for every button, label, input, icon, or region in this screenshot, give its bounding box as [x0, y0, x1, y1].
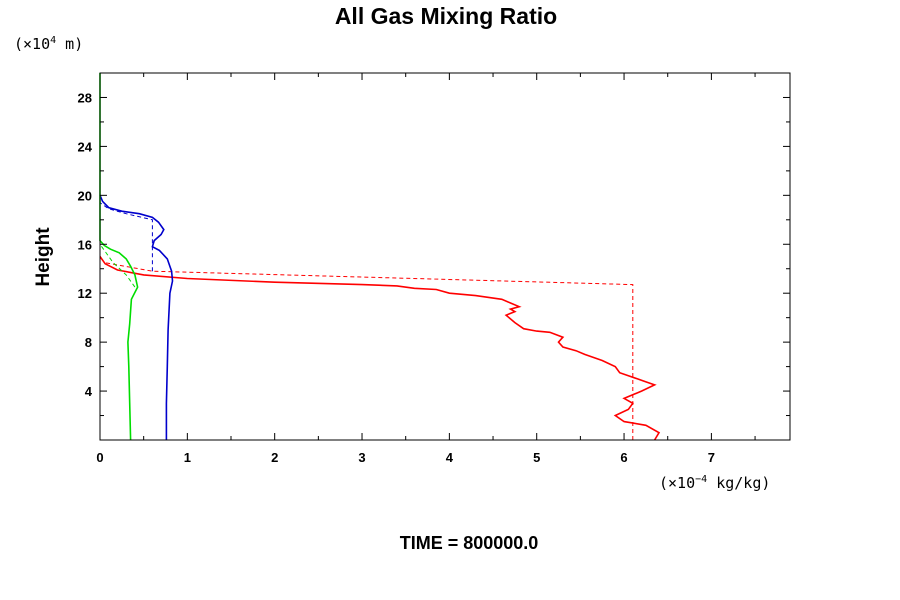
x-tick-label: 1 [184, 450, 191, 465]
x-tick-label: 6 [620, 450, 627, 465]
y-tick-label: 28 [78, 90, 92, 105]
y-tick-label: 12 [78, 286, 92, 301]
series-blue-solid-line [99, 194, 174, 440]
x-tick-label: 5 [533, 450, 540, 465]
series-red-solid-line [99, 256, 661, 441]
time-label: TIME = 800000.0 [400, 533, 539, 553]
series-blue-dashed-line [99, 202, 153, 272]
y-tick-label: 8 [85, 335, 92, 350]
series-green-dashed-line [99, 244, 136, 288]
chart-title: All Gas Mixing Ratio [335, 3, 557, 29]
y-unit-label: (×104 m) [14, 35, 83, 53]
series-green-solid-line [99, 73, 139, 441]
chart-marks [99, 73, 661, 441]
y-axis-label: Height [33, 227, 54, 287]
y-tick-label: 4 [85, 384, 93, 399]
x-tick-label: 7 [708, 450, 715, 465]
y-tick-label: 24 [78, 139, 93, 154]
x-tick-label: 4 [446, 450, 454, 465]
x-tick-label: 0 [96, 450, 103, 465]
x-unit-label: (×10−4 kg/kg) [659, 474, 770, 492]
series-red-dashed-line [99, 256, 634, 440]
y-tick-label: 16 [78, 237, 92, 252]
y-tick-label: 20 [78, 188, 92, 203]
x-tick-label: 2 [271, 450, 278, 465]
x-tick-label: 3 [358, 450, 365, 465]
plot-frame [99, 72, 791, 441]
